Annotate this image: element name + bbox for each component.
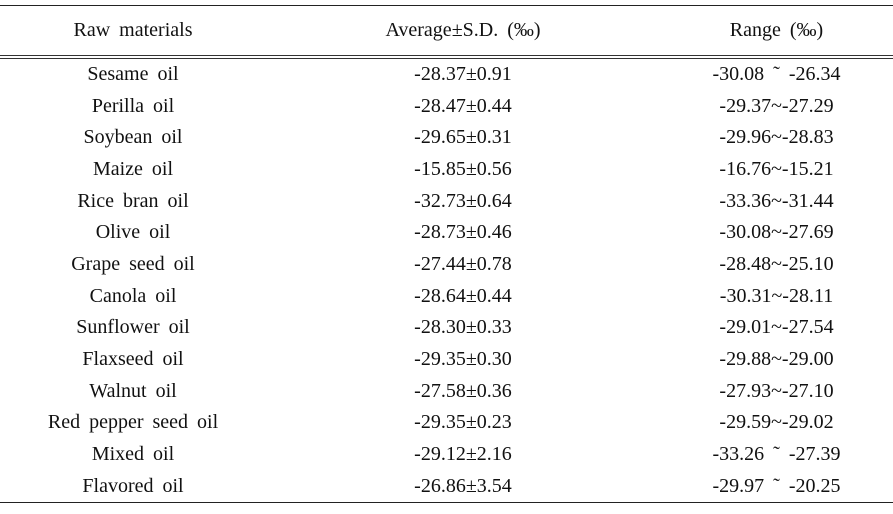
table-cell: Rice bran oil — [77, 189, 189, 212]
header-row: Raw materials Average±S.D. (‰) Range (‰) — [0, 5, 893, 57]
table-cell: -33.36~-31.44 — [719, 189, 834, 212]
table-row: Maize oil -15.85±0.56 -16.76~-15.21 — [0, 154, 893, 186]
table-cell: -29.97 ˜ -20.25 — [712, 474, 841, 497]
table-row: Sunflower oil -28.30±0.33 -29.01~-27.54 — [0, 312, 893, 344]
table-cell: -30.08 ˜ -26.34 — [712, 62, 841, 85]
table-cell: Flavored oil — [82, 474, 184, 497]
table-cell: Grape seed oil — [71, 252, 195, 275]
table-cell: -27.93~-27.10 — [719, 379, 834, 402]
table-cell: Flaxseed oil — [82, 348, 184, 371]
table-cell: Mixed oil — [91, 443, 175, 466]
table-cell: -32.73±0.64 — [414, 189, 512, 212]
table-cell: Red pepper seed oil — [47, 411, 219, 434]
table-row: Sesame oil -28.37±0.91 -30.08 ˜ -26.34 — [0, 57, 893, 91]
table-cell: -28.47±0.44 — [414, 94, 512, 117]
table-row: Canola oil -28.64±0.44 -30.31~-28.11 — [0, 280, 893, 312]
table-cell: Perilla oil — [91, 94, 175, 117]
table-row: Grape seed oil -27.44±0.78 -28.48~-25.10 — [0, 249, 893, 281]
table-cell: -28.30±0.33 — [414, 316, 512, 339]
table-cell: -28.37±0.91 — [414, 62, 512, 85]
table-cell: Olive oil — [95, 221, 171, 244]
table-row: Perilla oil -28.47±0.44 -29.37~-27.29 — [0, 90, 893, 122]
table-cell: Sunflower oil — [76, 316, 190, 339]
table-cell: Soybean oil — [83, 126, 183, 149]
table-cell: -30.08~-27.69 — [719, 221, 834, 244]
table-row: Red pepper seed oil -29.35±0.23 -29.59~-29… — [0, 407, 893, 439]
table-cell: -27.58±0.36 — [414, 379, 512, 402]
table-cell: -16.76~-15.21 — [719, 157, 834, 180]
header-cell: Average±S.D. (‰) — [385, 18, 541, 41]
table-cell: Canola oil — [89, 284, 177, 307]
table-cell: -28.48~-25.10 — [719, 252, 834, 275]
table-cell: -26.86±3.54 — [414, 474, 512, 497]
header-cell: Raw materials — [73, 18, 193, 41]
data-table: Raw materials Average±S.D. (‰) Range (‰)… — [0, 5, 893, 503]
table-row: Flavored oil -26.86±3.54 -29.97 ˜ -20.25 — [0, 470, 893, 503]
table-cell: -28.64±0.44 — [414, 284, 512, 307]
table-header: Raw materials Average±S.D. (‰) Range (‰) — [0, 5, 893, 57]
table-cell: -29.59~-29.02 — [719, 411, 834, 434]
table-cell: -29.88~-29.00 — [719, 348, 834, 371]
table-cell: -29.12±2.16 — [414, 443, 512, 466]
table-row: Mixed oil -29.12±2.16 -33.26 ˜ -27.39 — [0, 439, 893, 471]
table-cell: -29.01~-27.54 — [719, 316, 834, 339]
table-row: Flaxseed oil -29.35±0.30 -29.88~-29.00 — [0, 344, 893, 376]
table-cell: -27.44±0.78 — [414, 252, 512, 275]
table-cell: -28.73±0.46 — [414, 221, 512, 244]
table-cell: -15.85±0.56 — [414, 157, 512, 180]
table-cell: Walnut oil — [89, 379, 177, 402]
table-cell: -29.96~-28.83 — [719, 126, 834, 149]
table-cell: -30.31~-28.11 — [719, 284, 834, 307]
table-container: Raw materials Average±S.D. (‰) Range (‰)… — [0, 5, 893, 503]
table-body: Sesame oil -28.37±0.91 -30.08 ˜ -26.34 Peri… — [0, 57, 893, 503]
table-cell: -29.65±0.31 — [414, 126, 512, 149]
table-cell: -29.35±0.30 — [414, 348, 512, 371]
table-cell: Maize oil — [92, 157, 174, 180]
table-cell: Sesame oil — [87, 62, 179, 85]
table-cell: -29.35±0.23 — [414, 411, 512, 434]
table-cell: -33.26 ˜ -27.39 — [712, 443, 841, 466]
table-row: Walnut oil -27.58±0.36 -27.93~-27.10 — [0, 375, 893, 407]
header-cell: Range (‰) — [729, 18, 824, 41]
table-row: Rice bran oil -32.73±0.64 -33.36~-31.44 — [0, 185, 893, 217]
table-cell: -29.37~-27.29 — [719, 94, 834, 117]
table-row: Olive oil -28.73±0.46 -30.08~-27.69 — [0, 217, 893, 249]
table-row: Soybean oil -29.65±0.31 -29.96~-28.83 — [0, 122, 893, 154]
